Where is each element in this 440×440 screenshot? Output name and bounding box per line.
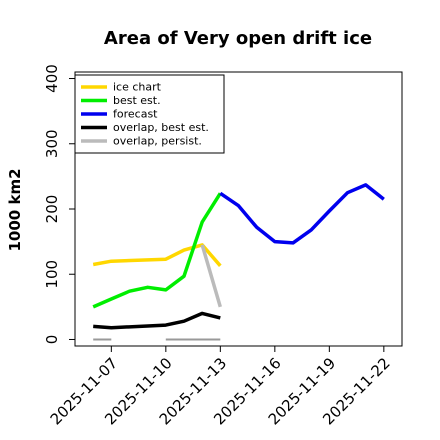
y-tick-label: 200 bbox=[43, 195, 61, 224]
legend-label-forecast: forecast bbox=[113, 108, 158, 121]
series-line-best-est bbox=[92, 192, 222, 309]
legend-label-overlap-best-est: overlap, best est. bbox=[113, 121, 209, 134]
legend-label-overlap-persist: overlap, persist. bbox=[113, 135, 202, 148]
series-line-forecast bbox=[219, 183, 385, 245]
y-axis: 0 100 200 300 400 bbox=[43, 64, 75, 344]
chart-title: Area of Very open drift ice bbox=[104, 28, 372, 49]
legend-label-best-est: best est. bbox=[113, 94, 161, 107]
series-line-overlap-persist bbox=[200, 244, 222, 308]
y-axis-label: 1000 km2 bbox=[6, 168, 24, 251]
plot-lines bbox=[92, 183, 385, 341]
y-tick-label: 0 bbox=[43, 335, 61, 345]
series-line-overlap-best-est bbox=[93, 311, 221, 330]
y-tick-label: 100 bbox=[43, 260, 61, 289]
series-line-ice-chart bbox=[92, 243, 222, 267]
y-tick-label: 300 bbox=[43, 129, 61, 158]
x-axis: 2025-11-072025-11-102025-11-132025-11-16… bbox=[47, 346, 394, 428]
y-tick-label: 400 bbox=[43, 64, 61, 93]
legend-label-ice-chart: ice chart bbox=[113, 81, 162, 94]
